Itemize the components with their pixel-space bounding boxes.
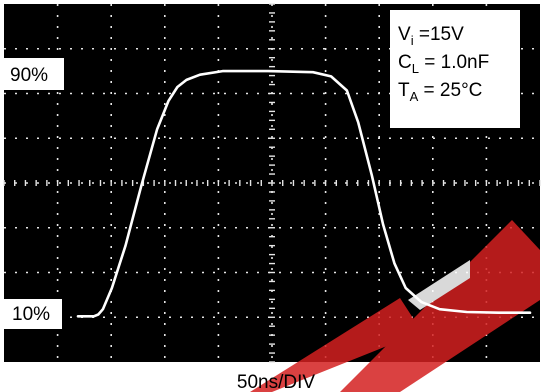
low-level-label-box — [4, 299, 62, 329]
low-level-label: 10% — [12, 304, 50, 325]
watermark-logo — [250, 220, 540, 392]
conditions-text: Vi =15V CL = 1.0nF TA = 25°C — [398, 24, 489, 104]
condition-line: CL = 1.0nF — [398, 52, 489, 76]
condition-line: TA = 25°C — [398, 80, 482, 104]
condition-line: Vi =15V — [398, 24, 464, 48]
high-level-label: 90% — [10, 65, 48, 86]
waveform-trace — [76, 69, 532, 318]
x-axis-label: 50ns/DIV — [237, 372, 315, 392]
high-level-label-box — [4, 58, 64, 90]
conditions-box — [390, 10, 520, 128]
